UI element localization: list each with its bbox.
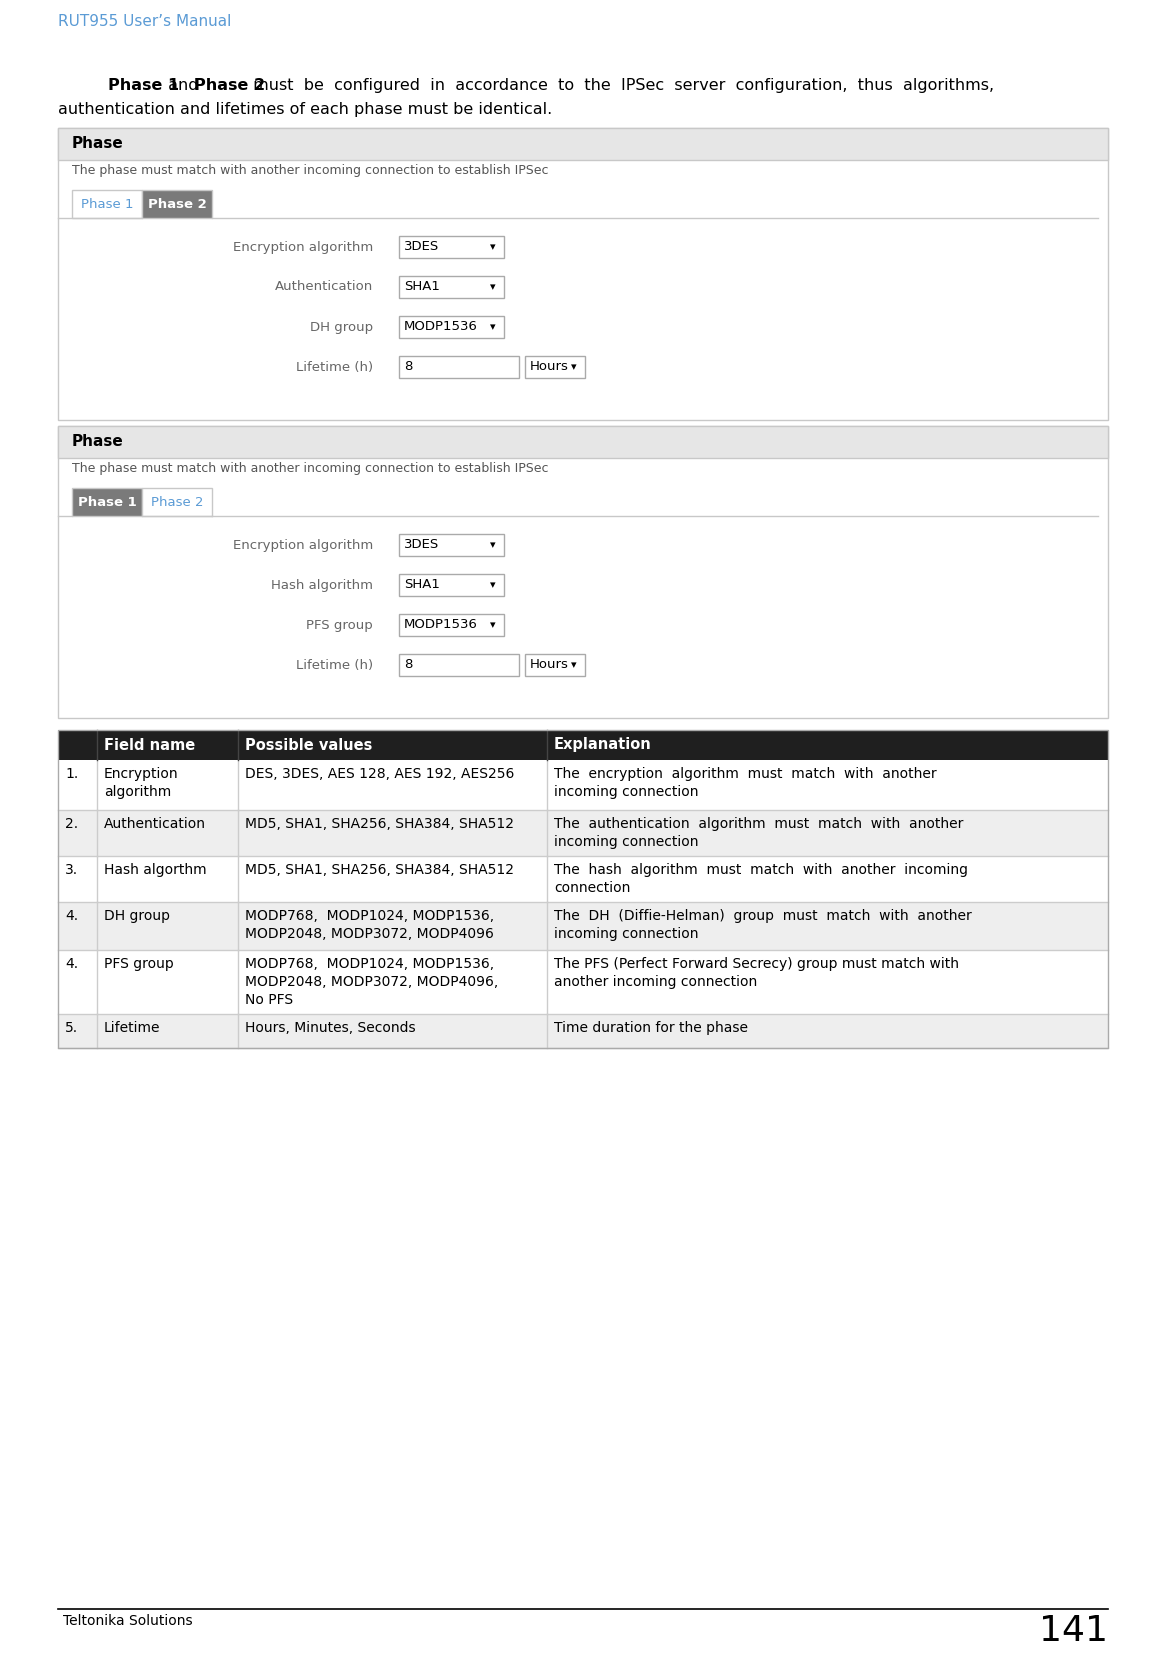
Bar — [399, 276, 504, 298]
Text: SHA1: SHA1 — [403, 281, 440, 294]
Text: must  be  configured  in  accordance  to  the  IPSec  server  configuration,  th: must be configured in accordance to the … — [248, 78, 995, 93]
Text: PFS group: PFS group — [307, 618, 373, 631]
Text: Hash algorithm: Hash algorithm — [271, 579, 373, 592]
Bar — [72, 488, 142, 516]
Bar — [58, 950, 1108, 1013]
Bar — [58, 731, 1108, 760]
Text: Lifetime: Lifetime — [104, 1022, 161, 1035]
Text: Phase 1: Phase 1 — [78, 496, 136, 509]
Bar — [58, 1013, 1108, 1048]
Bar — [58, 731, 1108, 1048]
Text: 3.: 3. — [65, 863, 78, 878]
Text: The PFS (Perfect Forward Secrecy) group must match with
another incoming connect: The PFS (Perfect Forward Secrecy) group … — [554, 957, 958, 988]
Bar — [399, 316, 504, 337]
Text: The  authentication  algorithm  must  match  with  another
incoming connection: The authentication algorithm must match … — [554, 817, 963, 850]
Text: 2.: 2. — [65, 817, 78, 831]
Text: 4.: 4. — [65, 957, 78, 970]
Text: ▾: ▾ — [490, 283, 496, 293]
Bar — [142, 190, 212, 218]
Bar — [58, 856, 1108, 903]
Bar — [525, 655, 585, 676]
Text: Hours: Hours — [531, 658, 569, 671]
Bar — [399, 574, 504, 597]
Text: DES, 3DES, AES 128, AES 192, AES256: DES, 3DES, AES 128, AES 192, AES256 — [245, 767, 514, 780]
Text: ▾: ▾ — [490, 580, 496, 590]
Text: Encryption
algorithm: Encryption algorithm — [104, 767, 178, 798]
Bar — [58, 426, 1108, 717]
Text: authentication and lifetimes of each phase must be identical.: authentication and lifetimes of each pha… — [58, 102, 553, 117]
Text: 8: 8 — [403, 360, 413, 374]
Text: Hash algorthm: Hash algorthm — [104, 863, 206, 878]
Text: RUT955 User’s Manual: RUT955 User’s Manual — [58, 13, 231, 30]
Text: ▾: ▾ — [490, 322, 496, 332]
Text: Phase: Phase — [72, 137, 124, 152]
Text: 5.: 5. — [65, 1022, 78, 1035]
Text: Teltonika Solutions: Teltonika Solutions — [63, 1613, 192, 1628]
Text: Possible values: Possible values — [245, 737, 372, 752]
Text: 1.: 1. — [65, 767, 78, 780]
Text: Authentication: Authentication — [104, 817, 206, 831]
Bar — [399, 236, 504, 258]
Text: 3DES: 3DES — [403, 539, 440, 552]
Bar — [58, 127, 1108, 160]
Text: 8: 8 — [403, 658, 413, 671]
Bar — [142, 488, 212, 516]
Text: Phase 2: Phase 2 — [194, 78, 265, 93]
Text: Phase 1: Phase 1 — [108, 78, 180, 93]
Text: DH group: DH group — [310, 321, 373, 334]
Text: Lifetime (h): Lifetime (h) — [296, 658, 373, 671]
Text: Phase: Phase — [72, 435, 124, 450]
Text: Phase 2: Phase 2 — [148, 197, 206, 210]
Bar — [399, 355, 519, 379]
Text: Explanation: Explanation — [554, 737, 652, 752]
Text: Hours, Minutes, Seconds: Hours, Minutes, Seconds — [245, 1022, 415, 1035]
Bar — [58, 903, 1108, 950]
Text: Authentication: Authentication — [275, 281, 373, 294]
Text: Time duration for the phase: Time duration for the phase — [554, 1022, 749, 1035]
Bar — [58, 127, 1108, 420]
Text: Encryption algorithm: Encryption algorithm — [233, 240, 373, 253]
Text: ▾: ▾ — [490, 620, 496, 630]
Text: SHA1: SHA1 — [403, 579, 440, 592]
Bar — [58, 810, 1108, 856]
Text: ▾: ▾ — [490, 541, 496, 550]
Bar — [399, 613, 504, 636]
Text: 141: 141 — [1039, 1613, 1108, 1648]
Text: Encryption algorithm: Encryption algorithm — [233, 539, 373, 552]
Text: MODP1536: MODP1536 — [403, 321, 478, 334]
Bar — [525, 355, 585, 379]
Text: Hours: Hours — [531, 360, 569, 374]
Text: and: and — [162, 78, 203, 93]
Text: PFS group: PFS group — [104, 957, 174, 970]
Text: ▾: ▾ — [490, 241, 496, 251]
Text: Lifetime (h): Lifetime (h) — [296, 360, 373, 374]
Text: The  hash  algorithm  must  match  with  another  incoming
connection: The hash algorithm must match with anoth… — [554, 863, 968, 894]
Text: ▾: ▾ — [571, 660, 577, 669]
Text: Phase 1: Phase 1 — [80, 197, 133, 210]
Text: 3DES: 3DES — [403, 240, 440, 253]
Text: The  DH  (Diffie-Helman)  group  must  match  with  another
incoming connection: The DH (Diffie-Helman) group must match … — [554, 909, 971, 941]
Text: DH group: DH group — [104, 909, 170, 922]
Bar — [72, 190, 142, 218]
Text: MODP768,  MODP1024, MODP1536,
MODP2048, MODP3072, MODP4096,
No PFS: MODP768, MODP1024, MODP1536, MODP2048, M… — [245, 957, 498, 1007]
Bar — [399, 534, 504, 555]
Text: The phase must match with another incoming connection to establish IPSec: The phase must match with another incomi… — [72, 461, 548, 474]
Text: Field name: Field name — [104, 737, 195, 752]
Text: 4.: 4. — [65, 909, 78, 922]
Text: MD5, SHA1, SHA256, SHA384, SHA512: MD5, SHA1, SHA256, SHA384, SHA512 — [245, 863, 514, 878]
Text: Phase 2: Phase 2 — [150, 496, 203, 509]
Text: MODP1536: MODP1536 — [403, 618, 478, 631]
Text: MODP768,  MODP1024, MODP1536,
MODP2048, MODP3072, MODP4096: MODP768, MODP1024, MODP1536, MODP2048, M… — [245, 909, 494, 941]
Text: The  encryption  algorithm  must  match  with  another
incoming connection: The encryption algorithm must match with… — [554, 767, 936, 798]
Bar — [399, 655, 519, 676]
Text: ▾: ▾ — [571, 362, 577, 372]
Bar — [58, 760, 1108, 810]
Bar — [58, 426, 1108, 458]
Text: MD5, SHA1, SHA256, SHA384, SHA512: MD5, SHA1, SHA256, SHA384, SHA512 — [245, 817, 514, 831]
Text: The phase must match with another incoming connection to establish IPSec: The phase must match with another incomi… — [72, 164, 548, 177]
